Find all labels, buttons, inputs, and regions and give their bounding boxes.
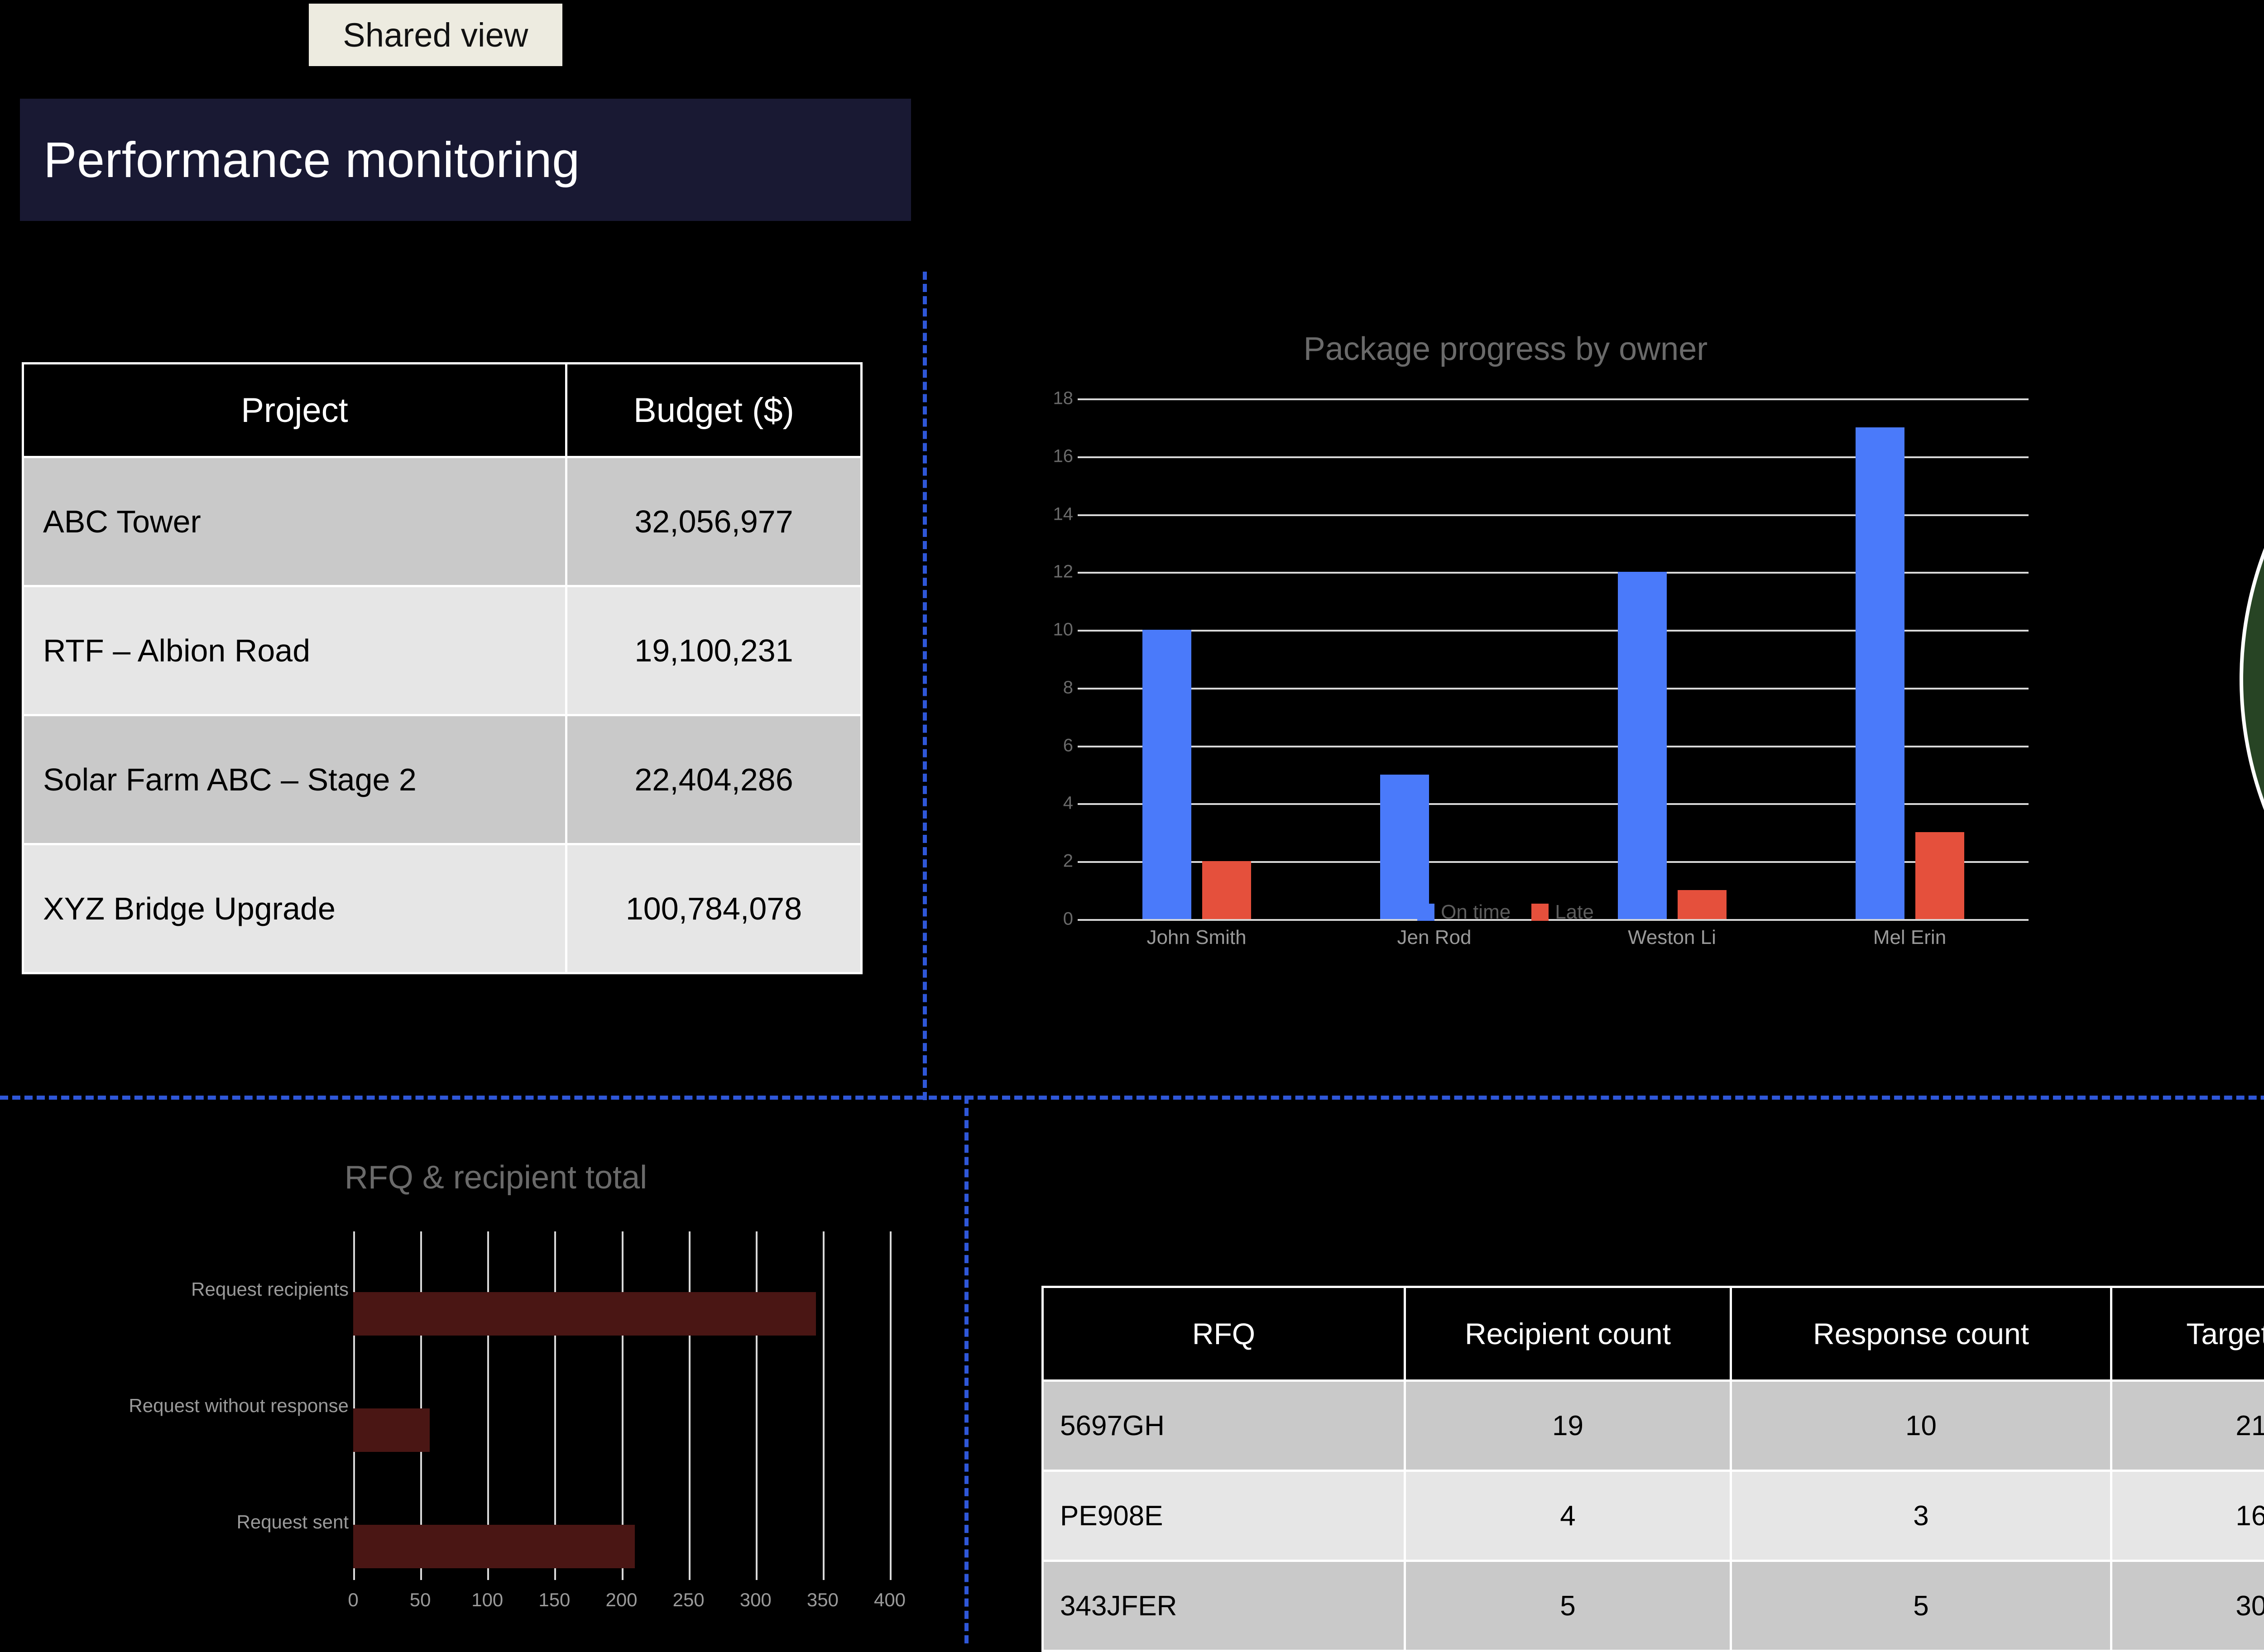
recipient-count-cell: 19 — [1405, 1381, 1731, 1471]
response-count-cell: 5 — [1731, 1561, 2111, 1651]
x-axis-tick-label: 150 — [538, 1589, 570, 1611]
bar-on-time — [1380, 775, 1429, 919]
pie-slice-low-risk[interactable] — [2241, 373, 2264, 873]
bar-on-time — [1142, 630, 1191, 919]
y-axis-tick-label: 2 — [1019, 851, 1073, 871]
layout-divider-vertical-bottom — [964, 1096, 969, 1643]
x-axis-tick-label: 250 — [673, 1589, 705, 1611]
x-axis-tick-label: 400 — [874, 1589, 906, 1611]
page-title: Performance monitoring — [43, 131, 580, 189]
gridline — [890, 1231, 892, 1580]
recipient-count-cell: 5 — [1405, 1561, 1731, 1651]
bar-request-without-response — [353, 1408, 430, 1452]
y-axis-tick-label: Request sent — [237, 1511, 349, 1533]
x-axis-tick-label: 200 — [605, 1589, 637, 1611]
project-name-cell: XYZ Bridge Upgrade — [23, 844, 566, 973]
project-budget-cell: 100,784,078 — [566, 844, 862, 973]
pie-chart-title: Package by Risk level — [2092, 240, 2264, 277]
target-award-date-cell: 30/12/2021 — [2111, 1561, 2264, 1651]
table-header-row: Project Budget ($) — [23, 364, 862, 457]
response-count-cell: 3 — [1731, 1471, 2111, 1561]
target-award-date-cell: 16/12/2021 — [2111, 1471, 2264, 1561]
layout-divider-horizontal — [0, 1096, 2264, 1100]
column-header-rfq: RFQ — [1043, 1287, 1405, 1381]
project-budget-cell: 22,404,286 — [566, 715, 862, 844]
project-budget-cell: 19,100,231 — [566, 586, 862, 715]
pie-chart-svg — [2237, 312, 2264, 1046]
rfq-cell: 343JFER — [1043, 1561, 1405, 1651]
project-name-cell: ABC Tower — [23, 457, 566, 586]
x-axis-tick-label: John Smith — [1146, 926, 1246, 949]
bar-chart-legend: On time Late — [974, 901, 2038, 924]
x-axis-tick-label: 0 — [348, 1589, 358, 1611]
y-axis-tick-label: 14 — [1019, 504, 1073, 524]
x-axis-tick-label: 100 — [471, 1589, 503, 1611]
rfq-cell: PE908E — [1043, 1471, 1405, 1561]
y-axis-tick-label: Request recipients — [191, 1279, 349, 1300]
y-axis-tick-label: 8 — [1019, 677, 1073, 698]
bar-chart-title: Package progress by owner — [974, 330, 2038, 368]
y-axis-tick-label: 12 — [1019, 562, 1073, 582]
project-name-cell: Solar Farm ABC – Stage 2 — [23, 715, 566, 844]
gridline — [823, 1231, 825, 1580]
x-axis-tick-label: 50 — [410, 1589, 431, 1611]
column-header-budget: Budget ($) — [566, 364, 862, 457]
y-axis-tick-label: 16 — [1019, 446, 1073, 466]
legend-item[interactable]: Late — [1531, 901, 1594, 924]
bar-request-sent — [353, 1525, 635, 1568]
bar-on-time — [1618, 572, 1667, 919]
hbar-chart-title: RFQ & recipient total — [54, 1159, 937, 1196]
column-header-recipient-count: Recipient count — [1405, 1287, 1731, 1381]
response-count-cell: 10 — [1731, 1381, 2111, 1471]
y-axis-tick-label: 18 — [1019, 388, 1073, 409]
bar-on-time — [1856, 427, 1904, 919]
pie-chart-plot-area: High risk 26%Medium risk 40%Low risk 25%… — [2237, 312, 2264, 1046]
y-axis-tick-label: 10 — [1019, 620, 1073, 640]
column-header-project: Project — [23, 364, 566, 457]
y-axis-tick-label: 6 — [1019, 735, 1073, 756]
column-header-target-award-date: Target award date — [2111, 1287, 2264, 1381]
y-axis-tick-label: Request without response — [129, 1395, 349, 1417]
legend-label: On time — [1441, 901, 1511, 924]
column-header-response-count: Response count — [1731, 1287, 2111, 1381]
legend-swatch-icon — [1531, 904, 1549, 921]
x-axis-tick-label: Jen Rod — [1397, 926, 1472, 949]
recipient-count-cell: 4 — [1405, 1471, 1731, 1561]
x-axis-tick-label: Mel Erin — [1873, 926, 1946, 949]
x-axis-tick-label: 350 — [807, 1589, 839, 1611]
legend-label: Late — [1555, 901, 1594, 924]
project-name-cell: RTF – Albion Road — [23, 586, 566, 715]
target-award-date-cell: 21/12/2021 — [2111, 1381, 2264, 1471]
bar-request-recipients — [353, 1292, 816, 1336]
dashboard-title-bar: Performance monitoring — [20, 99, 911, 221]
gridline — [1078, 398, 2029, 400]
shared-view-badge[interactable]: Shared view — [309, 4, 562, 66]
x-axis-tick-label: 300 — [740, 1589, 772, 1611]
rfq-cell: 5697GH — [1043, 1381, 1405, 1471]
gridline — [756, 1231, 758, 1580]
legend-swatch-icon — [1417, 904, 1434, 921]
project-budget-cell: 32,056,977 — [566, 457, 862, 586]
shared-view-badge-label: Shared view — [343, 16, 528, 54]
layout-divider-vertical-top — [923, 272, 927, 1100]
package-risk-pie-chart: Package by Risk level High risk 26%Mediu… — [2092, 240, 2264, 1077]
y-axis-tick-label: 4 — [1019, 793, 1073, 814]
gridline — [689, 1231, 691, 1580]
x-axis-tick-label: Weston Li — [1628, 926, 1716, 949]
legend-item[interactable]: On time — [1417, 901, 1511, 924]
